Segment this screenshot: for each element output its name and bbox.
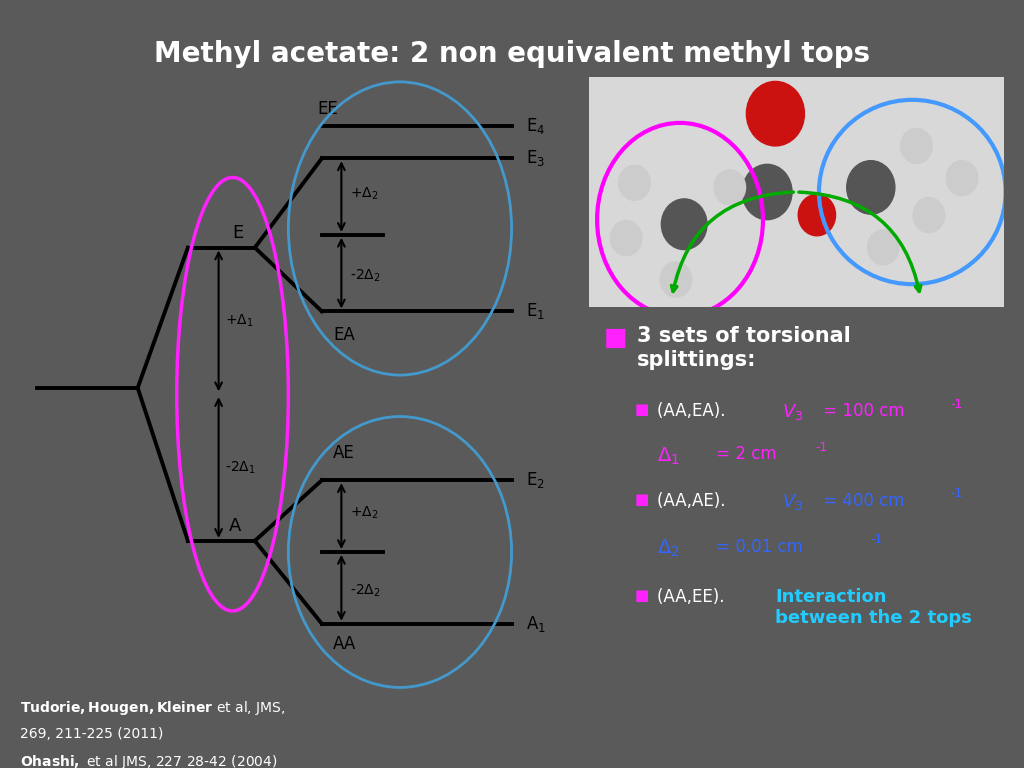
Text: = 0.01 cm: = 0.01 cm (711, 538, 803, 555)
Text: ■: ■ (635, 588, 649, 604)
Text: -1: -1 (815, 441, 827, 454)
Text: Interaction
between the 2 tops: Interaction between the 2 tops (775, 588, 972, 627)
Text: E$_4$: E$_4$ (525, 117, 545, 137)
Circle shape (913, 197, 944, 233)
Text: -2$\Delta_1$: -2$\Delta_1$ (225, 459, 256, 475)
Text: E: E (232, 224, 244, 242)
Text: -2$\Delta_2$: -2$\Delta_2$ (350, 583, 381, 599)
Text: E$_1$: E$_1$ (525, 301, 545, 321)
Text: A: A (229, 518, 242, 535)
Text: 3 sets of torsional
splittings:: 3 sets of torsional splittings: (637, 326, 851, 369)
Text: -1: -1 (950, 487, 963, 500)
Text: Methyl acetate: 2 non equivalent methyl tops: Methyl acetate: 2 non equivalent methyl … (154, 40, 870, 68)
Text: AE: AE (333, 444, 355, 462)
Text: -2$\Delta_2$: -2$\Delta_2$ (350, 268, 381, 284)
Circle shape (901, 128, 932, 164)
Text: E$_2$: E$_2$ (525, 470, 545, 490)
Text: -1: -1 (950, 398, 963, 411)
Text: (AA,EA).: (AA,EA). (657, 402, 731, 420)
Text: E$_3$: E$_3$ (525, 148, 545, 168)
Text: $\bf{Tudorie, Hougen, Kleiner}$ et al, JMS,: $\bf{Tudorie, Hougen, Kleiner}$ et al, J… (20, 699, 286, 717)
Text: +$\Delta_2$: +$\Delta_2$ (350, 505, 378, 521)
Text: = 400 cm: = 400 cm (818, 492, 904, 509)
Circle shape (662, 199, 707, 250)
Text: A$_1$: A$_1$ (525, 614, 546, 634)
Text: $\Delta_2$: $\Delta_2$ (657, 538, 680, 559)
Circle shape (799, 194, 836, 236)
Circle shape (746, 81, 805, 146)
Text: AA: AA (333, 635, 355, 654)
Text: $\bf{Ohashi,}$ et al JMS, 227 28-42 (2004): $\bf{Ohashi,}$ et al JMS, 227 28-42 (200… (20, 753, 279, 768)
Circle shape (714, 170, 745, 205)
Text: $\Delta_1$: $\Delta_1$ (657, 445, 680, 467)
Text: (AA,AE).: (AA,AE). (657, 492, 731, 509)
Circle shape (946, 161, 978, 196)
Circle shape (660, 262, 691, 297)
Text: ■: ■ (635, 492, 649, 507)
Text: 269, 211-225 (2011): 269, 211-225 (2011) (20, 727, 164, 740)
Text: ■: ■ (635, 402, 649, 418)
Circle shape (867, 230, 899, 265)
Text: ■: ■ (604, 326, 628, 350)
Circle shape (742, 164, 792, 220)
Text: (AA,EE).: (AA,EE). (657, 588, 730, 606)
Text: V$_3$: V$_3$ (782, 492, 804, 511)
Text: = 100 cm: = 100 cm (818, 402, 905, 420)
Text: EE: EE (317, 100, 338, 118)
Text: +$\Delta_1$: +$\Delta_1$ (225, 313, 254, 329)
Text: EA: EA (333, 326, 355, 344)
Circle shape (618, 165, 650, 200)
Text: -1: -1 (870, 533, 883, 546)
Circle shape (610, 220, 642, 256)
Text: V$_3$: V$_3$ (782, 402, 804, 422)
Text: = 2 cm: = 2 cm (711, 445, 776, 463)
Circle shape (847, 161, 895, 214)
Text: +$\Delta_2$: +$\Delta_2$ (350, 185, 378, 202)
